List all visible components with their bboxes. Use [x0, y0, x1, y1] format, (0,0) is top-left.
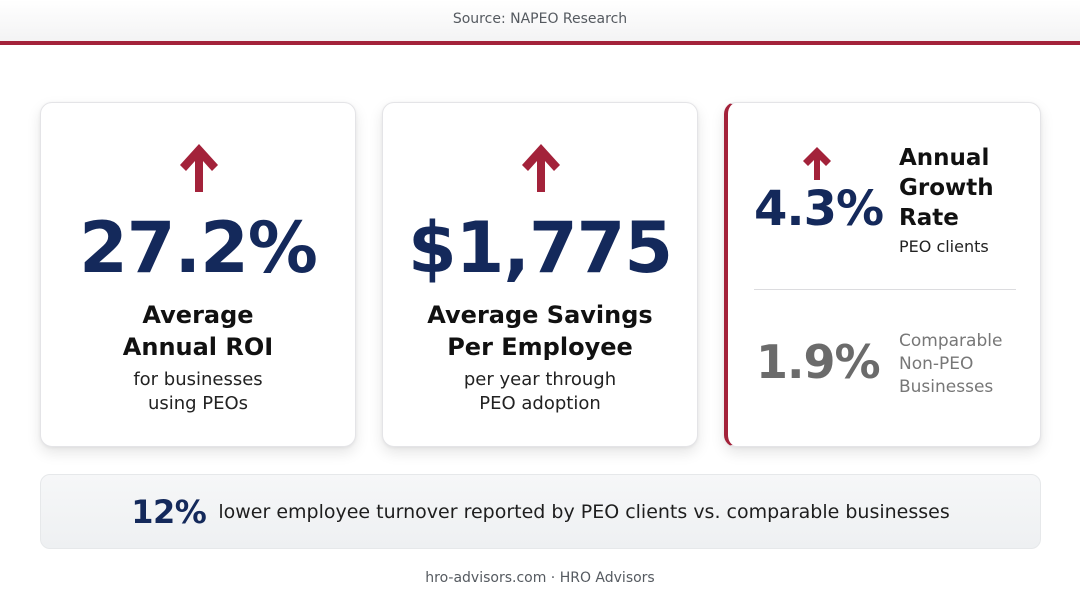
turnover-text: lower employee turnover reported by PEO … — [218, 500, 950, 523]
footer-credit: hro-advisors.com · HRO Advisors — [425, 570, 655, 586]
growth-title-line2: Growth — [899, 175, 994, 201]
savings-description-line1: per year through — [463, 369, 617, 390]
roi-description: for businesses using PEOs — [41, 368, 355, 416]
roi-title-line1: Average — [142, 301, 254, 329]
arrow-up-icon — [803, 147, 831, 180]
roi-title-line2: Annual ROI — [122, 333, 274, 361]
non-peo-label-line3: Businesses — [899, 377, 994, 397]
roi-card: 27.2% Average Annual ROI for businesses … — [40, 102, 356, 447]
arrow-up-icon — [180, 144, 218, 192]
accent-divider — [0, 41, 1080, 45]
non-peo-label: Comparable Non-PEO Businesses — [899, 330, 1034, 399]
turnover-banner: 12% lower employee turnover reported by … — [40, 474, 1041, 549]
roi-description-line1: for businesses — [133, 369, 263, 390]
savings-title: Average Savings Per Employee — [383, 299, 697, 363]
growth-card: 4.3% Annual Growth Rate PEO clients 1.9%… — [724, 102, 1041, 447]
source-note: Source: NAPEO Research — [452, 11, 628, 27]
non-peo-growth-value: 1.9% — [756, 335, 881, 389]
roi-description-line2: using PEOs — [147, 393, 249, 414]
turnover-banner-content: 12% lower employee turnover reported by … — [41, 475, 1040, 548]
arrow-up-icon — [522, 144, 560, 192]
header-band — [0, 0, 1080, 42]
growth-divider — [754, 289, 1016, 290]
savings-title-line1: Average Savings — [427, 301, 653, 329]
growth-title-line3: Rate — [899, 205, 959, 231]
turnover-value: 12% — [131, 492, 207, 531]
savings-title-line2: Per Employee — [447, 333, 633, 361]
savings-description-line2: PEO adoption — [479, 393, 601, 414]
savings-value: $1,775 — [407, 207, 673, 289]
roi-title: Average Annual ROI — [41, 299, 355, 363]
growth-title-line1: Annual — [899, 145, 990, 171]
non-peo-label-line1: Comparable — [899, 331, 1003, 351]
savings-card: $1,775 Average Savings Per Employee per … — [382, 102, 698, 447]
savings-description: per year through PEO adoption — [383, 368, 697, 416]
peo-clients-label: PEO clients — [899, 237, 989, 256]
non-peo-label-line2: Non-PEO — [899, 354, 974, 374]
growth-title: Annual Growth Rate — [899, 143, 1029, 233]
peo-growth-value: 4.3% — [754, 181, 884, 237]
roi-value: 27.2% — [79, 207, 318, 289]
